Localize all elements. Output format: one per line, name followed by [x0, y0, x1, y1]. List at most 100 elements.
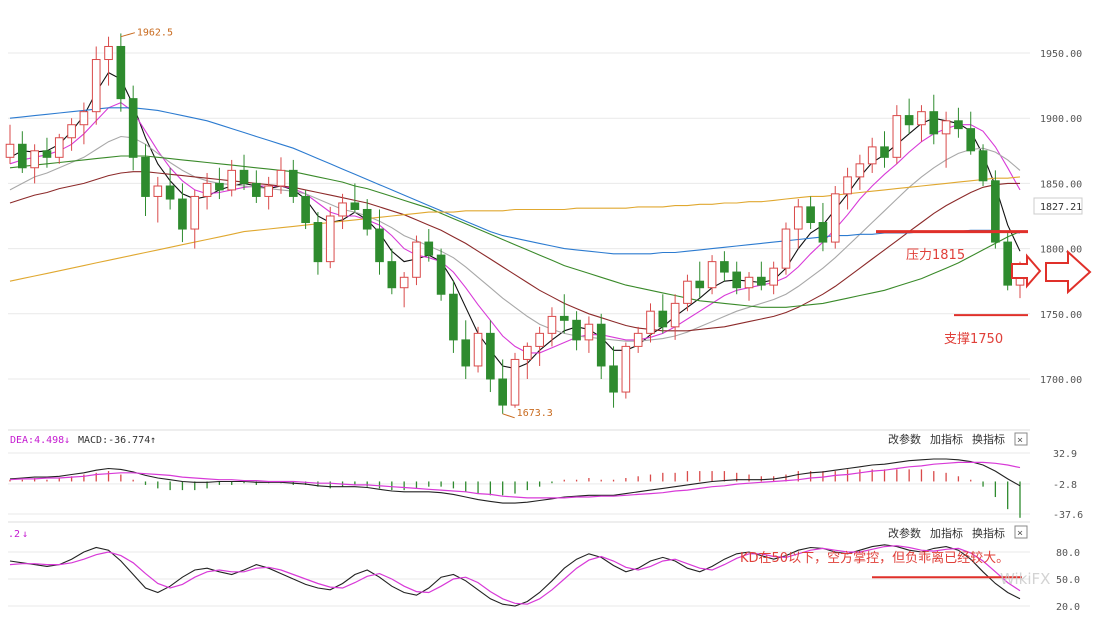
candle-body	[424, 241, 434, 256]
candle-body	[646, 310, 655, 334]
candle-body	[954, 120, 963, 130]
dea-label: DEA:4.498	[10, 435, 64, 446]
candle-body	[325, 215, 335, 263]
candle	[658, 294, 668, 334]
candle-body	[313, 222, 323, 263]
close-icon: ×	[1017, 435, 1023, 446]
candle-body	[547, 315, 557, 334]
macd-close-button[interactable]	[1014, 432, 1028, 446]
high-label: 1962.5	[137, 28, 173, 39]
candle-body	[904, 115, 914, 126]
kd-switch-indicator-button[interactable]: 换指标	[972, 526, 1005, 540]
candle	[695, 261, 705, 299]
candle	[301, 189, 310, 230]
candle	[522, 342, 532, 379]
candle-body	[128, 98, 138, 158]
price-levels	[876, 230, 1028, 317]
kd-arrow-icon: ↓	[22, 529, 28, 540]
price-axis-ticks: 1950.00 1900.00 1850.00 1800.00 1750.00 1700.…	[1040, 49, 1082, 386]
candle	[141, 144, 150, 216]
current-price-box	[1033, 197, 1083, 215]
candle	[720, 251, 729, 282]
candle-body	[609, 365, 618, 393]
macd-add-indicator-button[interactable]: 加指标	[930, 432, 963, 446]
candle	[5, 124, 15, 164]
candle-body	[966, 128, 976, 152]
candle	[79, 102, 89, 145]
candle-body	[239, 169, 249, 184]
macd-switch-indicator-button[interactable]: 换指标	[972, 432, 1005, 446]
candle-body	[855, 163, 865, 178]
candle	[596, 313, 606, 379]
candle	[793, 199, 803, 249]
candle-body	[412, 241, 421, 278]
candle-body	[941, 120, 951, 135]
low-label: 1673.3	[517, 408, 553, 419]
candle	[683, 274, 692, 312]
candle-body	[190, 195, 200, 230]
kd-add-indicator-button[interactable]: 加指标	[930, 526, 963, 540]
arrow-right-icon	[1011, 253, 1042, 289]
candle-body	[338, 202, 347, 217]
candle	[929, 94, 939, 145]
candle-body	[399, 276, 409, 289]
candle-body	[473, 332, 483, 367]
candle	[227, 159, 237, 197]
candle	[486, 320, 495, 393]
macd-axis-ticks: 32.9 -2.8 -37.6	[1053, 449, 1083, 521]
candle	[954, 107, 963, 138]
candle	[917, 105, 926, 142]
candle	[436, 248, 446, 301]
candle	[42, 137, 52, 168]
candle-body	[757, 276, 766, 286]
candle	[276, 157, 286, 194]
current-price-label: 1827.21	[1040, 202, 1082, 213]
candle	[449, 281, 458, 353]
candle	[104, 36, 113, 86]
candle-body	[732, 271, 742, 289]
candle-body	[215, 182, 224, 191]
candle-body	[991, 180, 1000, 243]
kd-close-button[interactable]	[1014, 525, 1028, 539]
candlesticks	[5, 33, 1025, 414]
candle	[178, 183, 187, 243]
candle	[510, 352, 520, 408]
candle-body	[880, 146, 889, 158]
kd-params-button[interactable]: 改参数	[888, 526, 921, 540]
candle-body	[683, 280, 692, 304]
candle-body	[375, 228, 384, 263]
candle-body	[30, 150, 39, 169]
candle	[202, 172, 212, 210]
candle	[17, 131, 27, 173]
candle	[473, 326, 483, 373]
candle-body	[781, 228, 791, 269]
ma-line-3	[9, 171, 1020, 332]
candle	[362, 199, 372, 236]
low-marker	[502, 413, 515, 419]
candle-body	[695, 280, 705, 289]
kd-value-label: .2	[8, 529, 20, 540]
candle-body	[301, 195, 310, 224]
candle-body	[264, 185, 273, 197]
support-label: 支撑1750	[944, 332, 1003, 347]
candle	[892, 105, 902, 164]
candle	[633, 326, 643, 353]
candle-body	[202, 182, 212, 197]
candle	[264, 176, 273, 210]
candle	[252, 170, 261, 203]
macd-histogram	[9, 469, 1021, 518]
candle-body	[621, 345, 631, 393]
watermark: WikiFX	[1000, 570, 1050, 588]
macd-params-button[interactable]: 改参数	[888, 432, 921, 446]
y-tick-label: 1900.00	[1040, 114, 1082, 125]
price-panel: 1950.00 1900.00 1850.00 1800.00 1750.00 1700.…	[5, 14, 1092, 428]
y-tick-label: 1950.00	[1040, 49, 1082, 60]
candle-body	[658, 310, 668, 328]
candle-body	[535, 332, 544, 347]
candle	[609, 346, 618, 408]
candle	[313, 212, 323, 275]
candle	[547, 307, 557, 347]
dea-line	[9, 461, 1021, 499]
candle	[399, 272, 409, 308]
candle	[855, 154, 865, 190]
